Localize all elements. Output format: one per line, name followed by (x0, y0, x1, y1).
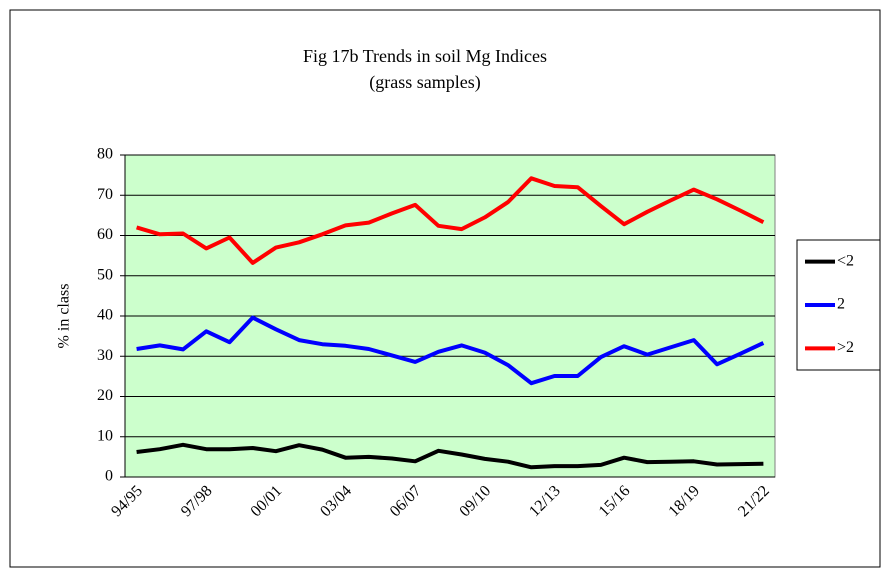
chart-title: Fig 17b Trends in soil Mg Indices (303, 46, 547, 66)
y-tick-label: 80 (97, 146, 113, 163)
y-tick-label: 40 (97, 307, 113, 324)
legend-label: <2 (837, 252, 854, 269)
y-tick-label: 30 (97, 347, 113, 364)
chart-subtitle: (grass samples) (369, 72, 480, 93)
legend-label: 2 (837, 296, 845, 313)
y-tick-label: 50 (97, 266, 113, 283)
y-tick-label: 0 (105, 468, 113, 485)
legend-label: >2 (837, 339, 854, 356)
y-axis-label: % in class (56, 284, 73, 349)
y-tick-label: 10 (97, 427, 113, 444)
line-series (136, 442, 764, 470)
y-tick-label: 20 (97, 387, 113, 404)
y-tick-label: 60 (97, 226, 113, 243)
y-tick-label: 70 (97, 186, 113, 203)
line-series (136, 176, 765, 265)
line-series (136, 315, 765, 386)
